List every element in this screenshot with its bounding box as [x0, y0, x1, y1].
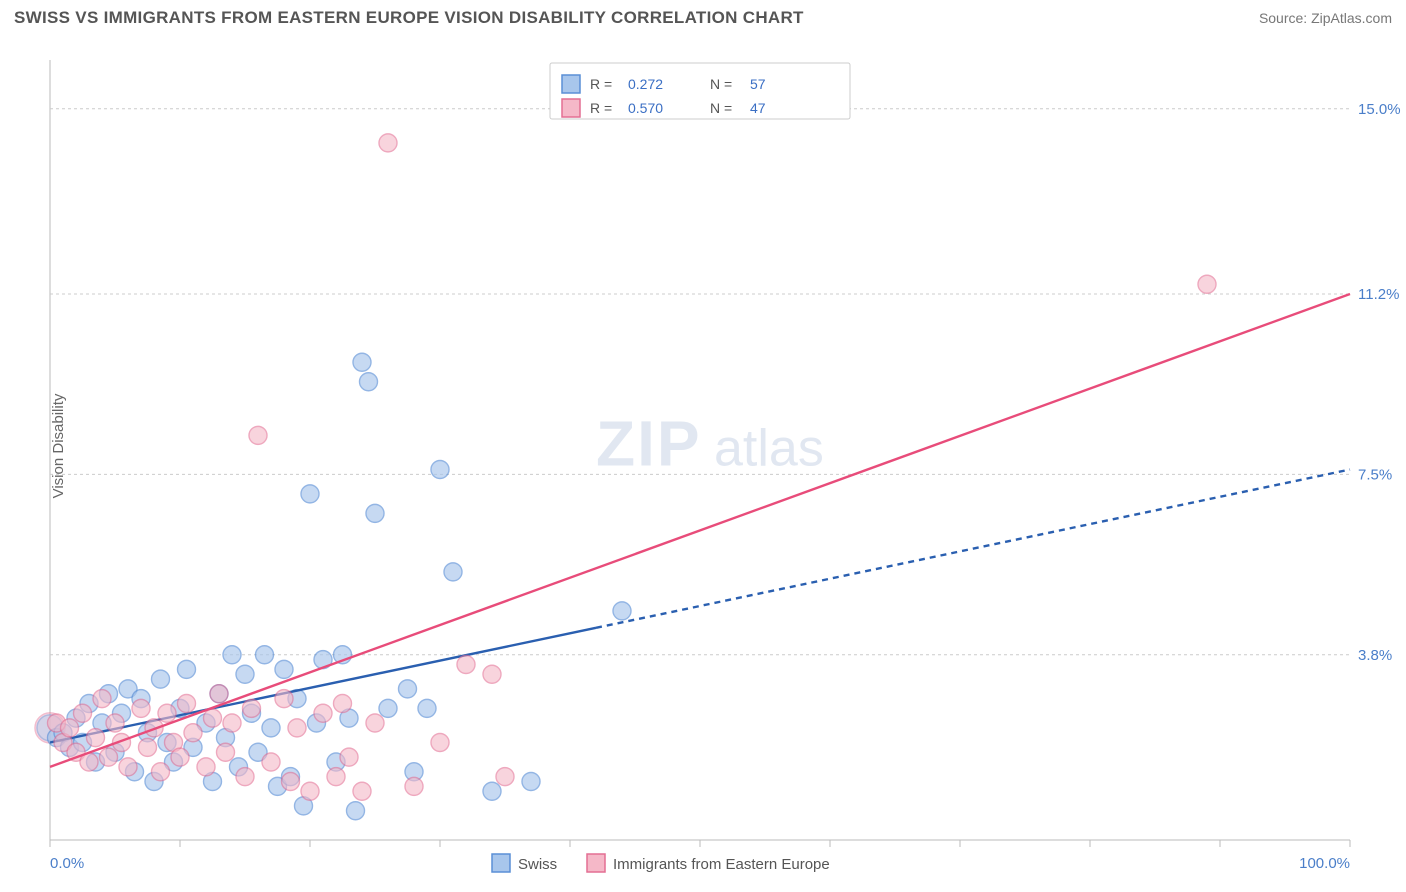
data-point: [262, 753, 280, 771]
chart-container: Vision Disability 3.8% 7.5% 11.2% 15.0% 0.0%…: [0, 0, 1406, 892]
svg-text:3.8%: 3.8%: [1358, 647, 1392, 664]
data-point: [522, 773, 540, 791]
data-point: [100, 748, 118, 766]
data-point: [178, 660, 196, 678]
data-point: [61, 719, 79, 737]
data-point: [249, 426, 267, 444]
svg-text:ZIP: ZIP: [596, 408, 702, 480]
svg-text:Immigrants from Eastern Europe: Immigrants from Eastern Europe: [613, 856, 830, 873]
data-point: [327, 768, 345, 786]
data-point: [236, 665, 254, 683]
svg-text:7.5%: 7.5%: [1358, 466, 1392, 483]
data-point: [93, 690, 111, 708]
data-point: [106, 714, 124, 732]
data-point: [139, 738, 157, 756]
data-point: [210, 685, 228, 703]
svg-text:atlas: atlas: [714, 420, 824, 478]
data-point: [366, 504, 384, 522]
data-point: [334, 695, 352, 713]
data-point: [301, 782, 319, 800]
data-point: [119, 758, 137, 776]
data-point: [256, 646, 274, 664]
data-point: [431, 734, 449, 752]
data-point: [301, 485, 319, 503]
svg-text:47: 47: [750, 100, 766, 116]
data-point: [184, 724, 202, 742]
data-point: [457, 656, 475, 674]
data-point: [275, 690, 293, 708]
data-point: [340, 748, 358, 766]
data-point: [217, 743, 235, 761]
data-point: [288, 719, 306, 737]
data-point: [314, 704, 332, 722]
data-point: [379, 134, 397, 152]
data-point: [74, 704, 92, 722]
data-point: [171, 748, 189, 766]
data-point: [282, 773, 300, 791]
data-point: [1198, 275, 1216, 293]
data-point: [353, 353, 371, 371]
data-point: [444, 563, 462, 581]
data-point: [87, 729, 105, 747]
data-point: [347, 802, 365, 820]
svg-text:57: 57: [750, 76, 766, 92]
data-point: [483, 665, 501, 683]
data-point: [223, 646, 241, 664]
data-point: [243, 699, 261, 717]
data-point: [353, 782, 371, 800]
data-point: [152, 763, 170, 781]
data-point: [496, 768, 514, 786]
data-point: [132, 699, 150, 717]
svg-text:0.570: 0.570: [628, 100, 663, 116]
data-point: [197, 758, 215, 776]
y-axis-label: Vision Disability: [50, 394, 67, 499]
data-point: [418, 699, 436, 717]
svg-text:R =: R =: [590, 100, 612, 116]
svg-text:N =: N =: [710, 76, 732, 92]
data-point: [379, 699, 397, 717]
svg-text:15.0%: 15.0%: [1358, 101, 1401, 118]
data-point: [236, 768, 254, 786]
data-point: [178, 695, 196, 713]
data-point: [360, 373, 378, 391]
svg-text:Swiss: Swiss: [518, 856, 557, 873]
data-point: [262, 719, 280, 737]
data-point: [152, 670, 170, 688]
svg-text:11.2%: 11.2%: [1358, 286, 1399, 303]
data-point: [275, 660, 293, 678]
svg-text:0.0%: 0.0%: [50, 855, 84, 872]
svg-text:N =: N =: [710, 100, 732, 116]
data-point: [223, 714, 241, 732]
data-point: [431, 461, 449, 479]
svg-text:R =: R =: [590, 76, 612, 92]
scatter-chart: 3.8% 7.5% 11.2% 15.0% 0.0% 100.0% ZIPatlas R = 0…: [0, 0, 1406, 892]
data-point: [366, 714, 384, 732]
data-point: [204, 709, 222, 727]
data-point: [483, 782, 501, 800]
data-point: [399, 680, 417, 698]
data-point: [613, 602, 631, 620]
data-point: [158, 704, 176, 722]
data-point: [405, 777, 423, 795]
svg-text:0.272: 0.272: [628, 76, 663, 92]
svg-text:100.0%: 100.0%: [1299, 855, 1350, 872]
